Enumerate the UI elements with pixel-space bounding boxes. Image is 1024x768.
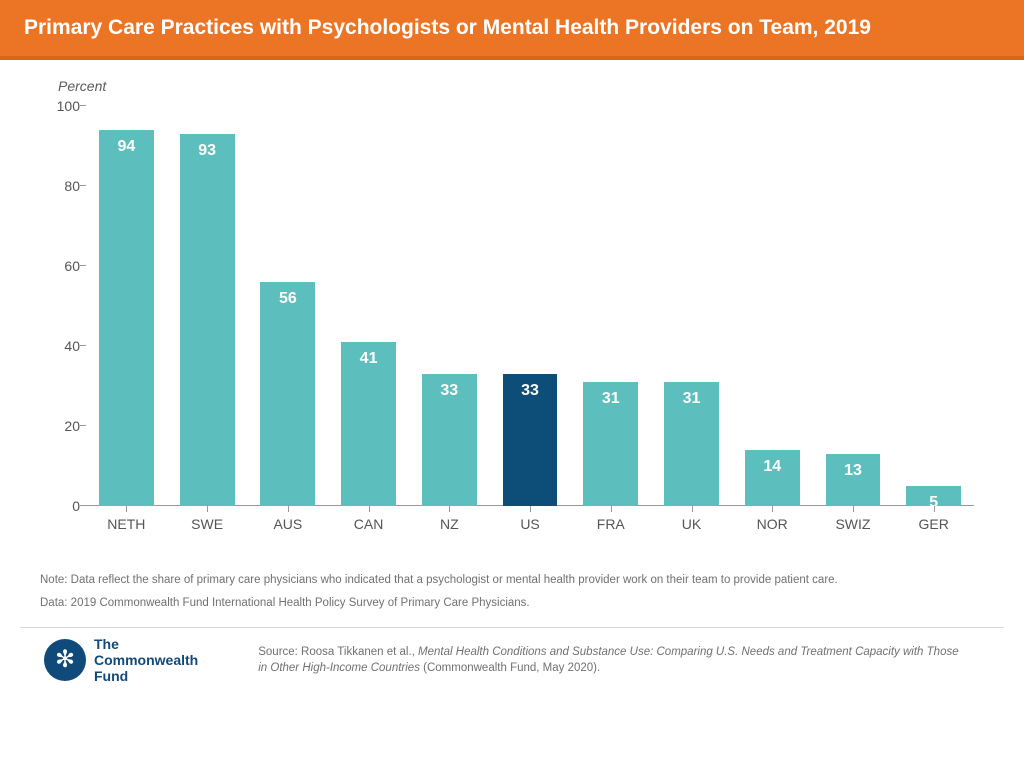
footer: ✻ The Commonwealth Fund Source: Roosa Ti…: [20, 627, 1004, 684]
bar-value-label: 31: [664, 390, 719, 408]
y-tick-mark: [80, 425, 86, 426]
source-suffix: (Commonwealth Fund, May 2020).: [420, 662, 600, 674]
bar-slot: 33: [409, 106, 490, 506]
bar-value-label: 33: [503, 382, 558, 400]
x-tick-label: SWIZ: [813, 516, 894, 532]
x-tick-label: FRA: [570, 516, 651, 532]
bar: 5: [906, 486, 961, 506]
bar-value-label: 14: [745, 458, 800, 476]
x-tick-label: NOR: [732, 516, 813, 532]
x-tick-label: US: [490, 516, 571, 532]
bars-group: 94 93 56 41 33 33 31 31 14 13 5: [86, 106, 974, 506]
bar: 31: [583, 382, 638, 506]
bar-slot: 94: [86, 106, 167, 506]
notes-block: Note: Data reflect the share of primary …: [0, 542, 1024, 621]
x-tick-label: GER: [893, 516, 974, 532]
bar: 41: [341, 342, 396, 506]
chart-title: Primary Care Practices with Psychologist…: [24, 16, 1000, 40]
bar-value-label: 94: [99, 138, 154, 156]
bar: 33: [422, 374, 477, 506]
source-citation: Source: Roosa Tikkanen et al., Mental He…: [258, 644, 964, 676]
bar-slot: 5: [893, 106, 974, 506]
y-tick-label: 0: [40, 498, 80, 514]
y-tick-mark: [80, 105, 86, 106]
bar-slot: 33: [490, 106, 571, 506]
x-tick-label: AUS: [247, 516, 328, 532]
bar-slot: 31: [651, 106, 732, 506]
bar: 93: [180, 134, 235, 506]
bar: 13: [826, 454, 881, 506]
bar-value-label: 31: [583, 390, 638, 408]
snowflake-icon: ✻: [44, 639, 86, 681]
y-tick-mark: [80, 185, 86, 186]
y-tick-mark: [80, 505, 86, 506]
bar-slot: 14: [732, 106, 813, 506]
y-tick-label: 40: [40, 338, 80, 354]
bar-value-label: 41: [341, 350, 396, 368]
source-prefix: Source: Roosa Tikkanen et al.,: [258, 646, 418, 658]
bar-slot: 41: [328, 106, 409, 506]
note-line-2: Data: 2019 Commonwealth Fund Internation…: [40, 595, 984, 612]
x-tick-mark: [369, 506, 370, 512]
y-tick-mark: [80, 265, 86, 266]
y-tick-label: 60: [40, 258, 80, 274]
x-tick-mark: [449, 506, 450, 512]
bar-value-label: 56: [260, 290, 315, 308]
x-tick-label: SWE: [167, 516, 248, 532]
brand-text: The Commonwealth Fund: [94, 636, 198, 684]
bar: 56: [260, 282, 315, 506]
x-tick-label: UK: [651, 516, 732, 532]
y-axis-label: Percent: [58, 78, 984, 94]
x-tick-mark: [772, 506, 773, 512]
chart-container: Percent 94 93 56 41 33 33 31 31 14 13 5 0 20 40 60 80 1…: [0, 60, 1024, 542]
brand-line-1: The: [94, 636, 198, 652]
x-tick-mark: [934, 506, 935, 512]
bar-slot: 56: [247, 106, 328, 506]
x-tick-mark: [692, 506, 693, 512]
bar-value-label: 33: [422, 382, 477, 400]
bar: 31: [664, 382, 719, 506]
brand-logo: ✻ The Commonwealth Fund: [44, 636, 198, 684]
plot-area: 949356413333313114135 020406080100: [86, 106, 974, 506]
bar-value-label: 13: [826, 462, 881, 480]
x-tick-mark: [530, 506, 531, 512]
brand-line-2: Commonwealth: [94, 652, 198, 668]
y-tick-label: 80: [40, 178, 80, 194]
bar: 94: [99, 130, 154, 506]
x-tick-mark: [207, 506, 208, 512]
y-tick-mark: [80, 345, 86, 346]
header-bar: Primary Care Practices with Psychologist…: [0, 0, 1024, 60]
bar-slot: 13: [813, 106, 894, 506]
x-tick-label: NETH: [86, 516, 167, 532]
x-tick-mark: [611, 506, 612, 512]
bar-slot: 31: [570, 106, 651, 506]
x-tick-mark: [853, 506, 854, 512]
brand-line-3: Fund: [94, 668, 198, 684]
note-line-1: Note: Data reflect the share of primary …: [40, 572, 984, 589]
y-tick-label: 20: [40, 418, 80, 434]
bar: 33: [503, 374, 558, 506]
bar-value-label: 93: [180, 142, 235, 160]
bar-slot: 93: [167, 106, 248, 506]
x-tick-mark: [288, 506, 289, 512]
y-tick-label: 100: [40, 98, 80, 114]
x-tick-mark: [126, 506, 127, 512]
x-tick-label: CAN: [328, 516, 409, 532]
x-axis-labels: NETHSWEAUSCANNZUSFRAUKNORSWIZGER: [86, 516, 974, 532]
bar: 14: [745, 450, 800, 506]
x-tick-label: NZ: [409, 516, 490, 532]
